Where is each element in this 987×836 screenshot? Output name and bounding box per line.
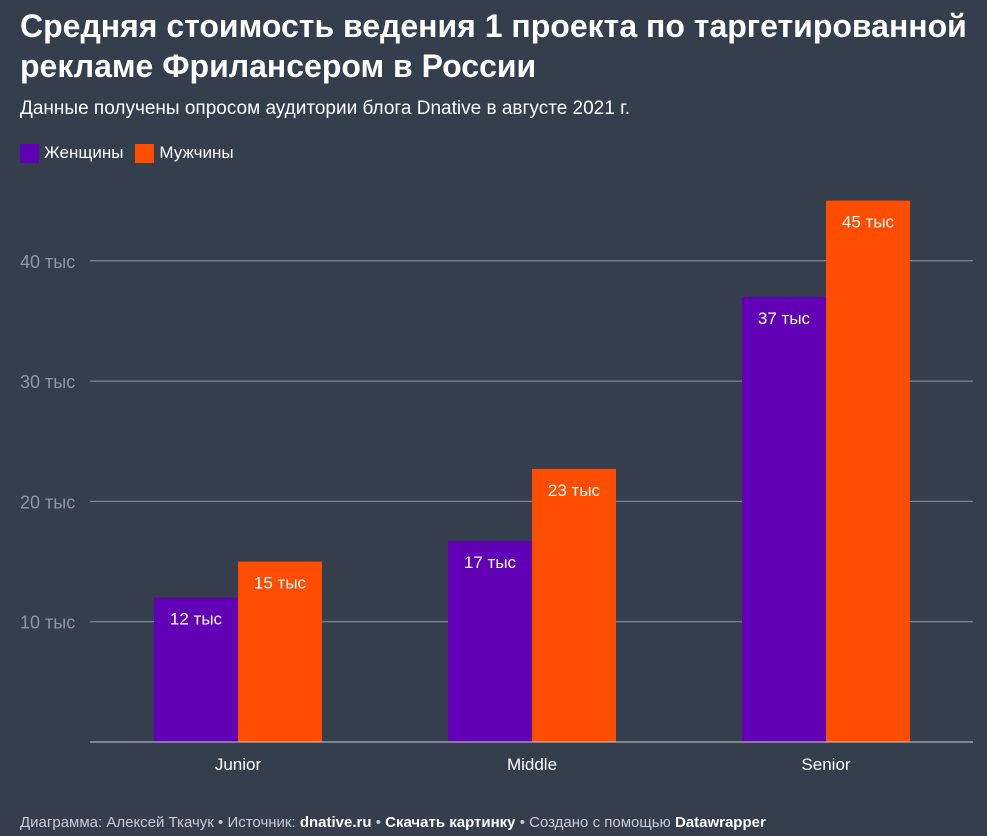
bar-chart: 10 тыс 20 тыс 30 тыс 40 тыс 12 тыс 15 тыс Juni… (20, 200, 973, 774)
legend-swatch-women (20, 143, 39, 163)
y-tick-label: 20 тыс (20, 492, 75, 512)
legend: Женщины Мужчины (20, 141, 246, 165)
footer-separator: • (519, 814, 525, 831)
x-category-label: Middle (507, 755, 557, 774)
y-tick-label: 40 тыс (20, 252, 75, 272)
datawrapper-link[interactable]: Datawrapper (674, 814, 766, 831)
legend-item-women: Женщины (20, 141, 123, 165)
data-label: 15 тыс (254, 574, 307, 593)
data-label: 23 тыс (548, 481, 601, 500)
data-label: 45 тыс (842, 213, 895, 232)
legend-swatch-men (135, 143, 155, 163)
data-label: 37 тыс (758, 309, 811, 328)
legend-label-women: Женщины (44, 143, 124, 162)
download-image-link[interactable]: Скачать картинку (385, 814, 516, 831)
data-label: 17 тыс (464, 553, 517, 572)
bar-women-senior (742, 296, 826, 742)
footer-made-with: Создано с помощью (529, 814, 671, 831)
chart-subtitle: Данные получены опросом аудитории блога … (20, 98, 630, 119)
y-tick-label: 10 тыс (20, 613, 75, 633)
footer-source-label: Источник: (227, 814, 296, 831)
chart-title: Средняя стоимость ведения 1 проекта по т… (20, 8, 967, 84)
y-tick-label: 30 тыс (20, 372, 75, 392)
legend-label-men: Мужчины (159, 143, 234, 162)
x-category-label: Junior (215, 755, 262, 774)
bar-women-junior (154, 597, 238, 742)
x-category-label: Senior (801, 755, 850, 774)
legend-item-men: Мужчины (135, 141, 234, 165)
footer-separator: • (218, 814, 224, 831)
data-label: 12 тыс (170, 610, 223, 629)
bar-women-middle (448, 541, 532, 742)
footer-author: Диаграмма: Алексей Ткачук (20, 814, 214, 831)
bar-men-middle (532, 468, 616, 742)
bar-men-senior (826, 200, 910, 742)
bar-men-junior (238, 561, 322, 742)
footer-separator: • (375, 814, 381, 831)
source-link[interactable]: dnative.ru (299, 814, 372, 831)
footer: Диаграмма: Алексей Ткачук • Источник: dn… (20, 813, 766, 833)
